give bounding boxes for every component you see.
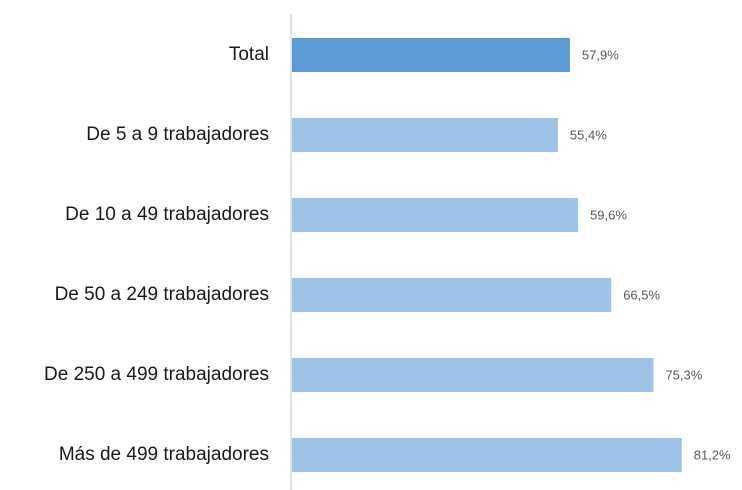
bar <box>292 278 612 312</box>
bar <box>292 38 570 72</box>
bar <box>292 118 558 152</box>
category-label: Total <box>229 44 269 65</box>
category-label: De 50 a 249 trabajadores <box>55 284 269 305</box>
value-label: 57,9% <box>582 47 619 62</box>
value-label: 59,6% <box>590 207 627 222</box>
category-label: De 5 a 9 trabajadores <box>86 124 269 145</box>
value-label: 55,4% <box>570 127 607 142</box>
bar <box>292 438 682 472</box>
value-label: 75,3% <box>665 367 702 382</box>
category-label: Más de 499 trabajadores <box>59 444 269 465</box>
category-label: De 250 a 499 trabajadores <box>44 364 269 385</box>
bar <box>292 358 654 392</box>
value-label: 66,5% <box>623 287 660 302</box>
category-label: De 10 a 49 trabajadores <box>65 204 269 225</box>
value-label: 81,2% <box>694 447 731 462</box>
bar <box>292 198 579 232</box>
